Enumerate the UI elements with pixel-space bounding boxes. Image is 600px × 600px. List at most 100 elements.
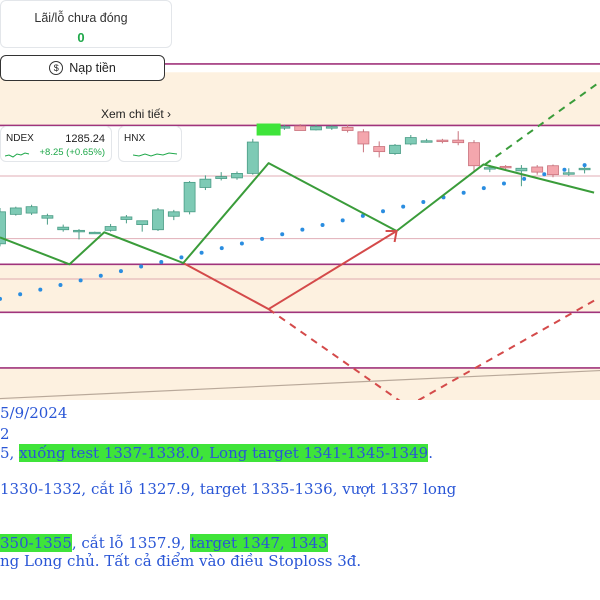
- trend-dot: [522, 176, 527, 181]
- candle-body: [404, 137, 417, 145]
- candle-body: [373, 146, 386, 153]
- note-text: , cắt lỗ 1357.9,: [71, 534, 191, 552]
- trend-dot: [219, 246, 224, 251]
- trend-dot: [118, 269, 123, 274]
- trendline: [0, 369, 600, 400]
- candle-body: [104, 226, 117, 231]
- trend-dot: [461, 190, 466, 195]
- trend-dot: [58, 283, 63, 288]
- trend-dot: [78, 278, 83, 283]
- candle-body: [136, 220, 149, 225]
- candle-body: [199, 178, 212, 188]
- candle-body: [515, 167, 528, 172]
- note-text: .: [428, 444, 433, 462]
- candle-body: [0, 211, 6, 245]
- index-sparkline-icon: [133, 152, 178, 157]
- candle-body: [120, 216, 133, 220]
- price-chart: [0, 63, 600, 400]
- deposit-button-label: Nạp tiền: [69, 61, 116, 75]
- candle-body: [183, 181, 196, 213]
- candle-body: [420, 140, 433, 143]
- wave-dashed-line: [484, 82, 598, 166]
- candle-body: [578, 167, 591, 171]
- candle-body: [294, 125, 307, 131]
- trend-dot: [481, 186, 486, 191]
- index-name: NDEX: [6, 133, 34, 144]
- index-name: HNX: [124, 133, 146, 144]
- note-highlight: target 1347, 1343: [190, 534, 328, 552]
- note-highlight: xuống test 1337-1338.0, Long target 1341…: [19, 444, 429, 462]
- trend-dot: [18, 292, 23, 297]
- note-date: 5/9/2024: [0, 404, 68, 422]
- note-highlight: 350-1355: [0, 534, 72, 552]
- index-card-hnx[interactable]: HNX: [118, 126, 182, 162]
- price-zone: [0, 264, 600, 313]
- index-sparkline-icon: [5, 152, 30, 158]
- note-line-6: ng Long chủ. Tất cả điểm vào điều Stoplo…: [0, 552, 362, 570]
- trend-dot: [260, 236, 265, 241]
- note-line-2: 2: [0, 425, 10, 443]
- trend-dot: [360, 213, 365, 218]
- trend-dot: [401, 204, 406, 209]
- view-details-link[interactable]: Xem chi tiết ›: [101, 107, 172, 121]
- trend-dot: [0, 296, 2, 301]
- candle-body: [41, 215, 54, 219]
- trend-dot: [159, 259, 164, 264]
- note-line-5: 350-1355, cắt lỗ 1357.9, target 1347, 13…: [0, 534, 328, 552]
- candle-body: [215, 176, 228, 179]
- candle-body: [9, 207, 22, 215]
- trend-dot: [320, 223, 325, 228]
- candle-body: [88, 231, 101, 235]
- trend-dot: [582, 163, 587, 168]
- trend-dot: [421, 199, 426, 204]
- pnl-label: Lãi/lỗ chưa đóng: [34, 11, 128, 25]
- candle-body: [499, 165, 512, 169]
- trend-dot: [38, 287, 43, 292]
- note-text: 5,: [0, 444, 20, 462]
- candle-body: [452, 139, 465, 144]
- projection-dashed-line: [268, 297, 598, 400]
- pnl-value: 0: [77, 30, 85, 45]
- note-line-4: 1330-1332, cắt lỗ 1327.9, target 1335-13…: [0, 480, 457, 498]
- candle-body: [562, 172, 575, 175]
- candle-body: [25, 206, 38, 214]
- note-line-3: 5, xuống test 1337-1338.0, Long target 1…: [0, 444, 433, 462]
- trend-dot: [501, 181, 506, 186]
- candle-body: [357, 131, 370, 145]
- dollar-circle-icon: $: [49, 61, 64, 75]
- index-value: 1285.24: [65, 133, 105, 145]
- index-change: +8.25 (+0.65%): [39, 147, 106, 158]
- trend-dot: [139, 264, 144, 269]
- trend-dot: [179, 255, 184, 260]
- deposit-button[interactable]: $ Nạp tiền: [0, 55, 165, 81]
- candle-body: [167, 211, 180, 217]
- candle-body: [531, 166, 544, 173]
- trend-dot: [98, 273, 103, 278]
- candle-body: [246, 141, 259, 174]
- candle-body: [547, 165, 559, 176]
- candle-body: [389, 144, 401, 154]
- candle-body: [152, 209, 164, 231]
- trend-dot: [340, 218, 345, 223]
- candle-body: [57, 226, 70, 231]
- trend-dot: [300, 227, 305, 232]
- candle-body: [325, 126, 338, 129]
- candle-body: [73, 229, 85, 233]
- candle-body: [436, 139, 449, 143]
- candle-body: [468, 142, 480, 167]
- candle-body: [341, 126, 354, 131]
- trend-dot: [381, 209, 386, 214]
- price-marker: [256, 123, 281, 136]
- arrow-head: [385, 230, 398, 243]
- index-card-vnindex[interactable]: NDEX 1285.24 +8.25 (+0.65%): [0, 126, 112, 162]
- candle-body: [310, 126, 322, 131]
- trend-dot: [199, 250, 204, 255]
- trend-dot: [280, 232, 285, 237]
- candle-body: [231, 172, 243, 179]
- price-zone: [0, 72, 600, 126]
- trend-dot: [542, 172, 547, 177]
- trend-dot: [239, 241, 244, 246]
- pnl-card: Lãi/lỗ chưa đóng 0: [0, 0, 172, 48]
- wave-line: [0, 162, 595, 266]
- trend-dot: [562, 167, 567, 172]
